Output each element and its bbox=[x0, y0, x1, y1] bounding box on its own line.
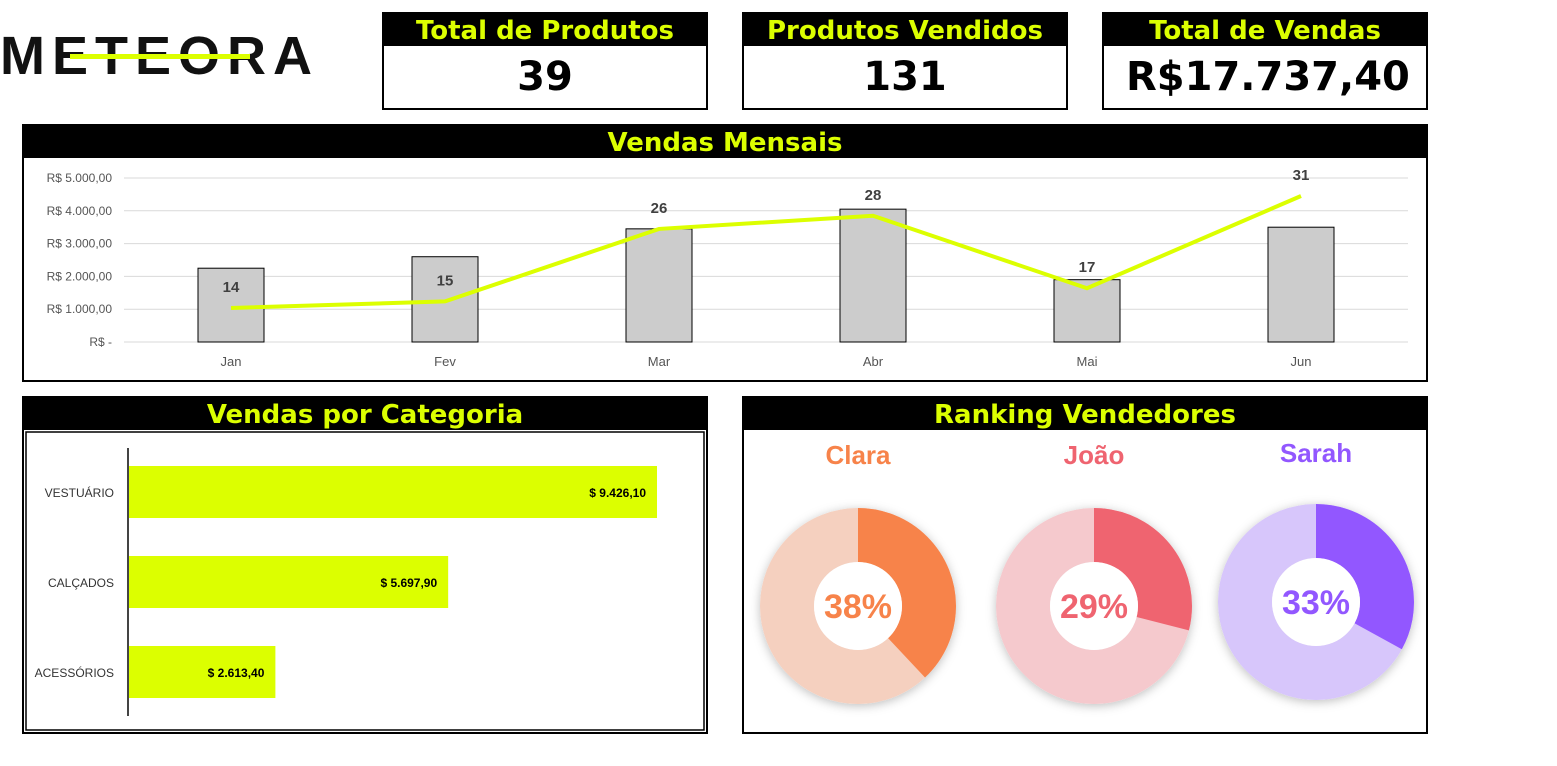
seller-name: Sarah bbox=[1280, 438, 1352, 468]
panel-title: Vendas Mensais bbox=[24, 126, 1426, 158]
donut-hole bbox=[1050, 562, 1138, 650]
chart-frame bbox=[25, 431, 705, 731]
kpi-value-row: R$ 17.737,40 bbox=[1104, 46, 1426, 108]
donut-hole bbox=[1272, 558, 1360, 646]
brand-logo: METEORA bbox=[0, 26, 375, 86]
data-label: 26 bbox=[651, 200, 668, 217]
category-label: CALÇADOS bbox=[48, 576, 114, 590]
donut-2: João 29% bbox=[996, 440, 1192, 704]
x-tick-label: Jan bbox=[221, 354, 242, 369]
category-sales-panel: Vendas por Categoria VESTUÁRIO $ 9.426,10… bbox=[22, 396, 708, 734]
data-label: 14 bbox=[223, 279, 240, 296]
kpi-produtos-vendidos: Produtos Vendidos 131 bbox=[742, 12, 1068, 110]
kpi-label: Produtos Vendidos bbox=[744, 14, 1066, 46]
donut-segment bbox=[760, 508, 956, 704]
kpi-label: Total de Vendas bbox=[1104, 14, 1426, 46]
bar bbox=[839, 208, 907, 343]
ranking-donuts: Clara 38% João 29% Sarah 33% bbox=[760, 438, 1414, 704]
logo-stripe bbox=[70, 54, 250, 59]
bar bbox=[1267, 226, 1335, 343]
seller-name: João bbox=[1064, 440, 1125, 470]
x-tick-label: Abr bbox=[863, 354, 884, 369]
panel-title: Ranking Vendedores bbox=[744, 398, 1426, 430]
category-value-label: $ 5.697,90 bbox=[380, 576, 437, 590]
donut-segment bbox=[996, 508, 1192, 704]
kpi-value: 39 bbox=[517, 54, 573, 100]
kpi-currency: R$ bbox=[1126, 54, 1185, 100]
seller-name: Clara bbox=[825, 440, 891, 470]
percent-label: 33% bbox=[1282, 584, 1350, 622]
line-series bbox=[230, 194, 1302, 310]
y-tick-label: R$ - bbox=[89, 335, 112, 349]
logo-graphic: METEORA bbox=[0, 26, 312, 86]
category-sales-chart: VESTUÁRIO $ 9.426,10 CALÇADOS $ 5.697,90 ACE… bbox=[25, 431, 705, 731]
y-tick-label: R$ 3.000,00 bbox=[47, 237, 113, 251]
panel-title: Vendas por Categoria bbox=[24, 398, 706, 430]
category-value-label: $ 9.426,10 bbox=[589, 486, 646, 500]
ranking-panel: Ranking Vendedores Clara 38% João 29% Sarah 3… bbox=[742, 396, 1428, 734]
donut-hole bbox=[814, 562, 902, 650]
category-bar bbox=[129, 556, 449, 608]
x-tick-label: Mar bbox=[648, 354, 671, 369]
data-label: 17 bbox=[1079, 259, 1096, 276]
y-tick-label: R$ 4.000,00 bbox=[47, 204, 113, 218]
data-label: 28 bbox=[865, 187, 882, 204]
percent-label: 29% bbox=[1060, 588, 1128, 626]
y-tick-label: R$ 1.000,00 bbox=[47, 302, 113, 316]
percent-label: 38% bbox=[824, 588, 892, 626]
x-tick-label: Jun bbox=[1291, 354, 1312, 369]
kpi-total-produtos: Total de Produtos 39 bbox=[382, 12, 708, 110]
data-label: 31 bbox=[1293, 167, 1310, 184]
monthly-sales-chart: R$ 5.000,00 R$ 4.000,00 R$ 3.000,00 R$ 2.00… bbox=[47, 167, 1408, 369]
x-tick-label: Mai bbox=[1077, 354, 1098, 369]
kpi-label: Total de Produtos bbox=[384, 14, 706, 46]
data-label: 15 bbox=[437, 272, 454, 289]
donut-1: Clara 38% bbox=[760, 440, 956, 704]
category-bar bbox=[129, 646, 276, 698]
donut-3: Sarah 33% bbox=[1218, 438, 1414, 700]
x-tick-label: Fev bbox=[434, 354, 456, 369]
kpi-value: 17.737,40 bbox=[1184, 54, 1410, 100]
donut-segment bbox=[1218, 504, 1414, 700]
category-bar bbox=[129, 466, 657, 518]
category-value-label: $ 2.613,40 bbox=[208, 666, 265, 680]
kpi-total-vendas: Total de Vendas R$ 17.737,40 bbox=[1102, 12, 1428, 110]
y-tick-label: R$ 2.000,00 bbox=[47, 269, 113, 283]
category-label: ACESSÓRIOS bbox=[35, 665, 114, 680]
kpi-value: 131 bbox=[863, 54, 947, 100]
category-label: VESTUÁRIO bbox=[45, 485, 114, 500]
bar bbox=[625, 228, 693, 343]
y-tick-label: R$ 5.000,00 bbox=[47, 171, 113, 185]
monthly-sales-panel: Vendas Mensais R$ 5.000,00 R$ 4.000,00 R$ … bbox=[22, 124, 1428, 382]
